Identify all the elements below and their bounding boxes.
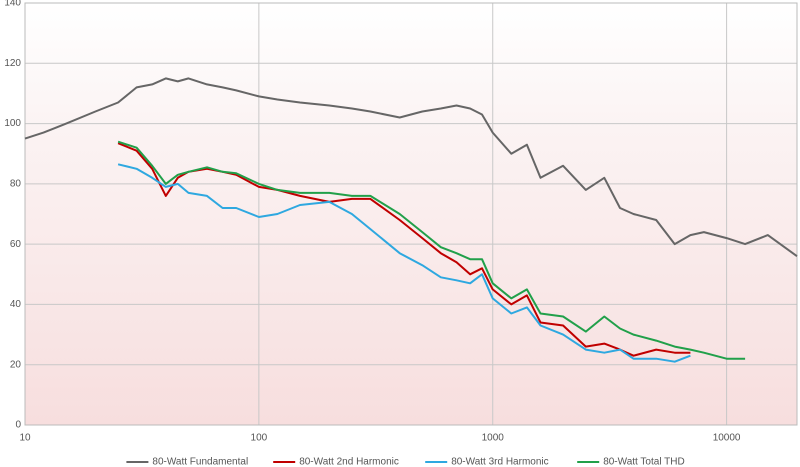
y-tick-label: 60 [10, 239, 22, 250]
legend-label: 80-Watt Total THD [603, 457, 685, 467]
x-tick-label: 100 [251, 433, 268, 444]
plot-area [25, 3, 797, 425]
series-line [117, 140, 746, 360]
y-tick-label: 20 [10, 359, 22, 370]
legend-label: 80-Watt 2nd Harmonic [299, 457, 399, 467]
legend-label: 80-Watt Fundamental [152, 457, 248, 467]
series-line [117, 163, 691, 363]
plot-border [24, 2, 798, 426]
x-tick-label: 10 [19, 433, 31, 444]
y-tick-label: 100 [4, 118, 21, 129]
x-tick-label: 10000 [713, 433, 741, 444]
y-tick-label: 0 [15, 420, 21, 431]
y-tick-label: 40 [10, 299, 22, 310]
y-tick-label: 140 [4, 0, 21, 9]
legend-label: 80-Watt 3rd Harmonic [451, 457, 548, 467]
series-line [24, 77, 798, 258]
x-tick-label: 1000 [482, 433, 505, 444]
y-tick-label: 80 [10, 178, 22, 189]
y-tick-label: 120 [4, 58, 21, 69]
